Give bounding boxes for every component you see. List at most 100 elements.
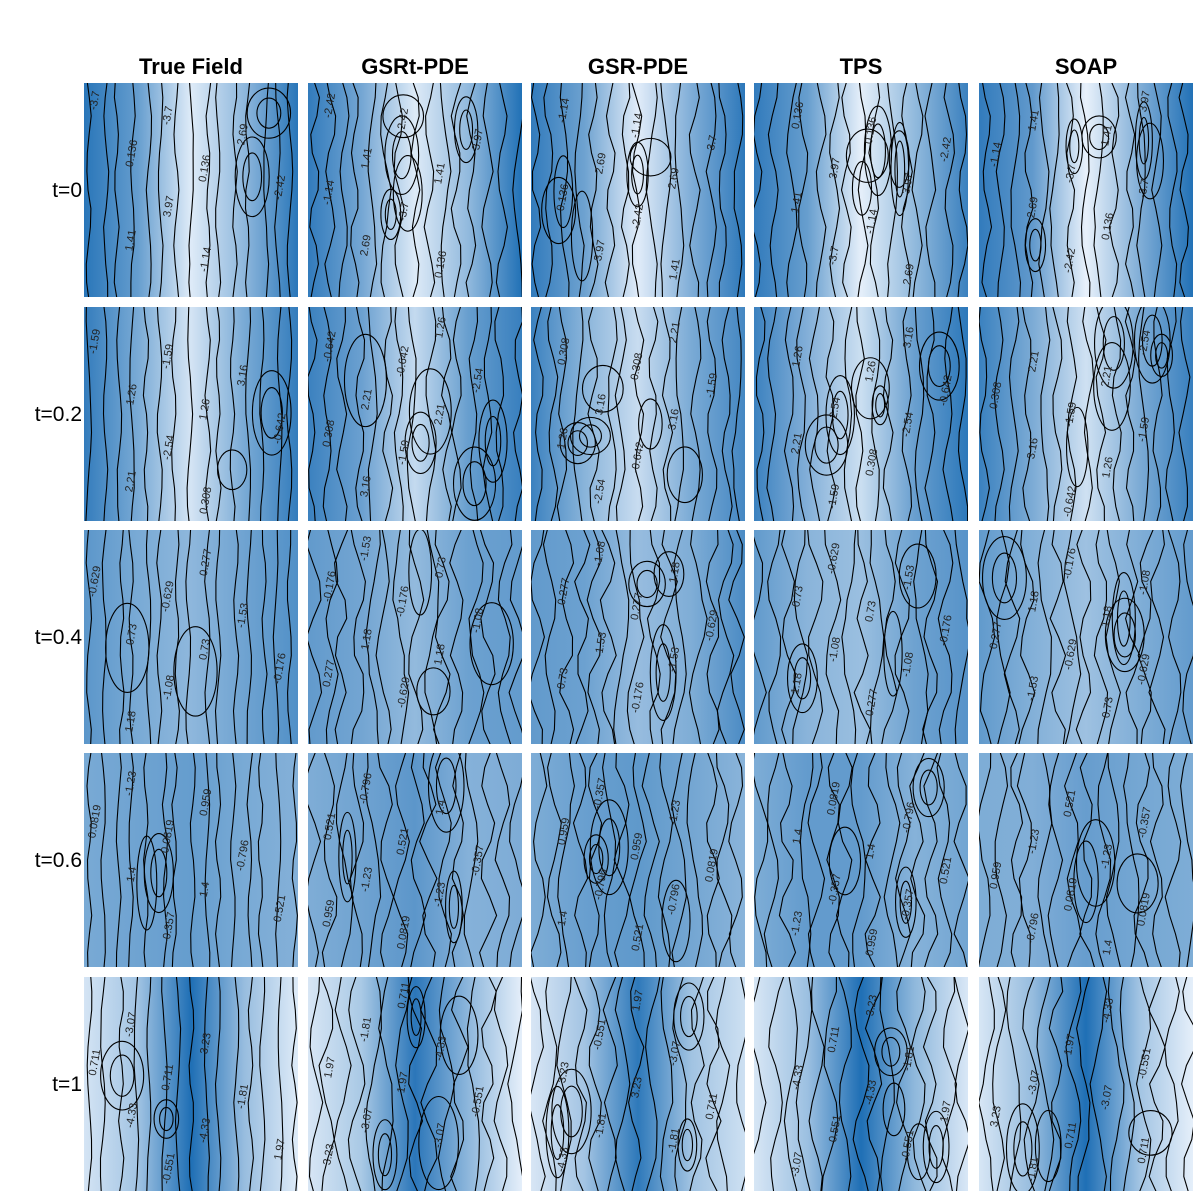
contour-line xyxy=(531,530,545,744)
contour-label: -2.54 xyxy=(1137,329,1153,356)
contour-line xyxy=(128,530,134,744)
contour-line xyxy=(841,530,857,744)
closed-contour xyxy=(851,161,873,216)
contour-line xyxy=(705,977,722,1191)
contour-line xyxy=(261,530,268,744)
contour-line xyxy=(119,530,125,744)
contour-line xyxy=(588,977,602,1191)
contour-line xyxy=(203,977,210,1191)
closed-contour xyxy=(679,995,698,1038)
contour-line xyxy=(1107,977,1125,1191)
contour-label: -1.81 xyxy=(593,1112,609,1139)
closed-contour xyxy=(1141,314,1163,367)
contour-label: -1.08 xyxy=(470,607,486,634)
contour-label: -1.59 xyxy=(87,328,103,355)
contour-label: -3.07 xyxy=(123,1011,139,1038)
contour-line xyxy=(614,307,627,521)
heatmap-panel: -0.629 0.73 -1.08 0.277 -1.53 -0.176 1.18 -0.62… xyxy=(84,530,298,744)
contour-label: -4.33 xyxy=(863,1079,879,1106)
contour-label: -1.53 xyxy=(1025,675,1041,702)
contour-label: 0.0819 xyxy=(825,781,843,816)
contour-label: -0.357 xyxy=(1136,806,1153,839)
contour-label: -2.54 xyxy=(470,367,486,394)
heatmap-panel: -1.23 0.0819 1.4 -0.357 0.959 -0.796 0.521 -1.2… xyxy=(979,753,1193,967)
contour-line xyxy=(481,83,494,297)
contour-line xyxy=(728,530,745,744)
contour-line xyxy=(1125,530,1141,744)
contour-line xyxy=(574,530,591,744)
heatmap-panel: 0.0819 1.4 -0.357 0.959 -0.796 0.521 -1.23 0.08… xyxy=(84,753,298,967)
contour-label: 1.97 xyxy=(322,1056,338,1079)
contour-line xyxy=(781,530,797,744)
contour-line xyxy=(943,83,955,297)
contour-label: 2.21 xyxy=(432,403,448,426)
contour-line xyxy=(246,753,253,967)
contour-line xyxy=(419,753,438,967)
contour-label: -4.33 xyxy=(555,1146,571,1173)
contour-label: -0.176 xyxy=(394,585,411,618)
contour-line xyxy=(657,753,674,967)
heatmap-background xyxy=(308,977,522,1191)
contour-line xyxy=(463,753,479,967)
contour-line xyxy=(979,977,995,1191)
contour-line xyxy=(336,307,348,521)
contour-line xyxy=(291,753,298,967)
contour-line xyxy=(843,307,853,521)
contour-line xyxy=(1037,753,1053,967)
closed-contour xyxy=(1116,590,1131,647)
closed-contour xyxy=(551,1068,592,1155)
contour-label: 1.97 xyxy=(1062,1033,1078,1056)
closed-contour xyxy=(918,331,960,401)
contour-line xyxy=(128,753,134,967)
closed-contour xyxy=(831,390,849,440)
contour-label: 0.0819 xyxy=(1135,892,1153,927)
contour-label: -3.7 xyxy=(1136,178,1151,199)
contour-label: -1.14 xyxy=(629,112,645,139)
contour-line xyxy=(100,753,106,967)
contour-label: 1.41 xyxy=(1026,109,1042,132)
heatmap-panel: 0.959 -0.796 0.521 -1.23 0.0819 1.4 -0.357 0.95… xyxy=(531,753,745,967)
contour-line xyxy=(767,530,782,744)
contour-label: 2.69 xyxy=(358,234,374,257)
contour-line xyxy=(922,977,938,1191)
heatmap-background xyxy=(308,753,522,967)
contour-label: -2.54 xyxy=(900,411,916,438)
contour-line xyxy=(146,977,152,1191)
contour-line xyxy=(754,977,767,1155)
contour-label: -0.176 xyxy=(937,614,954,647)
contour-label: 0.711 xyxy=(160,1063,176,1091)
heatmap-background xyxy=(531,307,745,521)
contour-line xyxy=(1167,530,1182,744)
contour-line xyxy=(629,753,647,967)
contour-line xyxy=(1006,977,1022,1191)
contour-label: -1.23 xyxy=(789,910,805,937)
contour-line xyxy=(829,83,841,297)
contour-line xyxy=(996,530,1011,744)
heatmap-panel: -1.59 1.26 -2.54 0.308 3.16 -0.642 2.21 -1.59 1.… xyxy=(84,307,298,521)
contour-label: -1.59 xyxy=(826,483,842,510)
closed-contour xyxy=(408,530,433,616)
contour-label: -2.54 xyxy=(827,396,843,423)
contour-line xyxy=(161,753,169,967)
contour-label: 2.21 xyxy=(1026,350,1042,373)
contour-line xyxy=(733,83,744,297)
contour-line xyxy=(495,83,508,297)
contour-label: -0.551 xyxy=(899,1129,916,1162)
closed-contour xyxy=(875,393,886,418)
contour-label: 0.277 xyxy=(629,592,646,621)
closed-contour xyxy=(411,423,430,462)
row-label: t=0 xyxy=(52,179,82,202)
contour-line xyxy=(531,753,548,967)
contour-line xyxy=(979,530,996,744)
contour-line xyxy=(1047,753,1064,967)
contour-line xyxy=(113,83,120,297)
contour-label: 0.73 xyxy=(433,556,449,579)
closed-contour xyxy=(567,430,588,457)
contour-line xyxy=(318,977,335,1191)
contour-label: 0.136 xyxy=(863,116,880,145)
contour-label: -1.23 xyxy=(359,866,375,893)
closed-contour xyxy=(899,880,913,924)
closed-contour xyxy=(343,333,387,428)
contour-label: -0.642 xyxy=(321,330,338,363)
contour-line xyxy=(824,530,842,744)
